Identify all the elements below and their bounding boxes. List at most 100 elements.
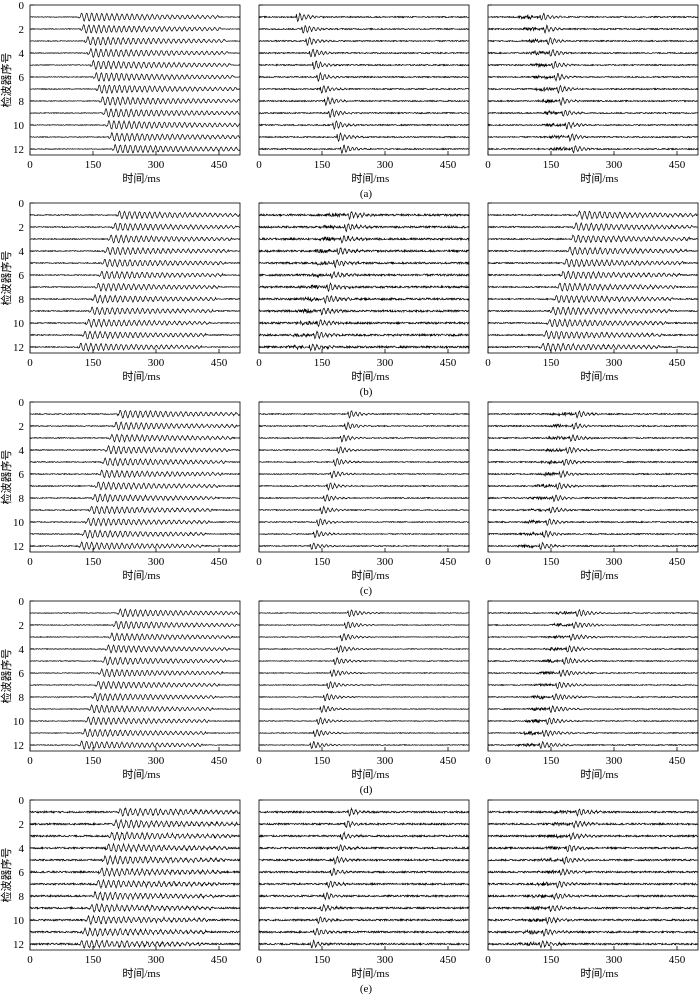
trace-9 bbox=[258, 108, 470, 118]
y-tick-label: 4 bbox=[19, 644, 25, 656]
trace-7 bbox=[29, 84, 241, 94]
trace-8 bbox=[487, 693, 699, 701]
trace-1 bbox=[487, 410, 699, 419]
trace-9 bbox=[29, 703, 241, 714]
panel-d3: 0 150 300 450 时间/ms bbox=[485, 600, 699, 781]
trace-2 bbox=[258, 24, 470, 34]
trace-3 bbox=[487, 434, 699, 442]
trace-6 bbox=[29, 867, 241, 877]
panel-e3: 0 150 300 450 时间/ms bbox=[485, 799, 699, 980]
x-tick-label: 150 bbox=[543, 755, 560, 767]
trace-10 bbox=[29, 517, 241, 527]
trace-3 bbox=[258, 235, 470, 244]
x-tick-label: 450 bbox=[669, 357, 686, 369]
trace-10 bbox=[258, 716, 470, 725]
x-tick-label: 300 bbox=[606, 357, 623, 369]
x-axis-label: 时间/ms bbox=[351, 967, 389, 980]
trace-12 bbox=[487, 541, 699, 551]
panel-frame bbox=[487, 600, 699, 752]
x-tick-label: 150 bbox=[85, 159, 102, 171]
row-caption: (d) bbox=[360, 784, 373, 796]
trace-12 bbox=[258, 343, 470, 352]
trace-1 bbox=[258, 410, 470, 419]
panel-e2: 0 150 300 450 时间/ms bbox=[256, 799, 470, 980]
y-axis-label: 检波器序号 bbox=[0, 649, 13, 704]
trace-5 bbox=[258, 258, 470, 269]
trace-5 bbox=[258, 458, 470, 467]
x-tick-label: 300 bbox=[148, 556, 165, 568]
row-caption: (c) bbox=[360, 585, 373, 597]
y-tick-label: 12 bbox=[13, 342, 24, 354]
y-tick-label: 6 bbox=[19, 270, 25, 282]
trace-6 bbox=[258, 669, 470, 677]
trace-12 bbox=[29, 541, 241, 551]
trace-11 bbox=[487, 329, 699, 340]
x-tick-label: 450 bbox=[440, 556, 457, 568]
panel-a1: 0 150 300 450 0 2 4 6 8 10 12 时间/ms bbox=[13, 0, 241, 185]
trace-4 bbox=[258, 844, 470, 852]
trace-8 bbox=[258, 494, 470, 502]
y-tick-label: 4 bbox=[19, 246, 25, 258]
trace-12 bbox=[487, 741, 699, 749]
y-tick-label: 10 bbox=[13, 120, 25, 132]
panel-frame bbox=[258, 202, 470, 354]
y-tick-label: 2 bbox=[19, 222, 25, 234]
x-tick-label: 450 bbox=[669, 755, 686, 767]
trace-10 bbox=[258, 518, 470, 527]
trace-1 bbox=[258, 12, 470, 23]
trace-3 bbox=[29, 830, 241, 842]
x-tick-label: 450 bbox=[211, 556, 228, 568]
trace-2 bbox=[487, 820, 699, 829]
trace-1 bbox=[29, 807, 241, 817]
trace-1 bbox=[29, 12, 241, 22]
x-tick-label: 450 bbox=[669, 159, 686, 171]
x-tick-label: 150 bbox=[314, 159, 331, 171]
x-tick-label: 0 bbox=[485, 954, 491, 966]
x-tick-label: 450 bbox=[211, 954, 228, 966]
trace-5 bbox=[487, 61, 699, 69]
trace-9 bbox=[487, 704, 699, 714]
trace-10 bbox=[29, 914, 241, 926]
trace-12 bbox=[29, 939, 241, 950]
trace-5 bbox=[29, 258, 241, 268]
panel-d2: 0 150 300 450 时间/ms bbox=[256, 600, 470, 781]
panel-b2: 0 150 300 450 时间/ms bbox=[256, 202, 470, 383]
trace-9 bbox=[29, 505, 241, 515]
panel-frame bbox=[258, 799, 470, 951]
y-tick-label: 0 bbox=[19, 795, 25, 807]
trace-7 bbox=[29, 481, 241, 491]
panel-frame bbox=[29, 4, 241, 156]
trace-5 bbox=[29, 854, 241, 866]
x-tick-label: 150 bbox=[85, 755, 102, 767]
x-tick-label: 0 bbox=[256, 357, 262, 369]
y-axis-label: 检波器序号 bbox=[0, 450, 13, 505]
trace-10 bbox=[487, 518, 699, 527]
y-tick-label: 10 bbox=[13, 915, 25, 927]
panel-b1: 0 150 300 450 0 2 4 6 8 10 12 时间/ms bbox=[13, 198, 241, 383]
y-tick-label: 8 bbox=[19, 96, 25, 108]
trace-7 bbox=[258, 282, 470, 293]
trace-3 bbox=[258, 633, 470, 642]
trace-6 bbox=[258, 71, 470, 82]
trace-8 bbox=[258, 692, 470, 702]
x-tick-label: 450 bbox=[440, 357, 457, 369]
trace-1 bbox=[29, 608, 241, 618]
trace-4 bbox=[258, 247, 470, 256]
x-tick-label: 150 bbox=[85, 357, 102, 369]
trace-4 bbox=[29, 246, 241, 256]
x-tick-label: 150 bbox=[543, 556, 560, 568]
trace-6 bbox=[487, 669, 699, 677]
x-tick-label: 0 bbox=[485, 556, 491, 568]
x-tick-label: 300 bbox=[148, 159, 165, 171]
trace-6 bbox=[487, 72, 699, 82]
panel-a2: 0 150 300 450 时间/ms bbox=[256, 4, 470, 185]
trace-3 bbox=[29, 35, 241, 47]
trace-12 bbox=[487, 145, 699, 154]
trace-5 bbox=[29, 457, 241, 467]
x-tick-label: 300 bbox=[148, 357, 165, 369]
x-tick-label: 150 bbox=[543, 159, 560, 171]
trace-3 bbox=[258, 831, 470, 841]
trace-2 bbox=[29, 222, 241, 231]
trace-8 bbox=[487, 294, 699, 304]
